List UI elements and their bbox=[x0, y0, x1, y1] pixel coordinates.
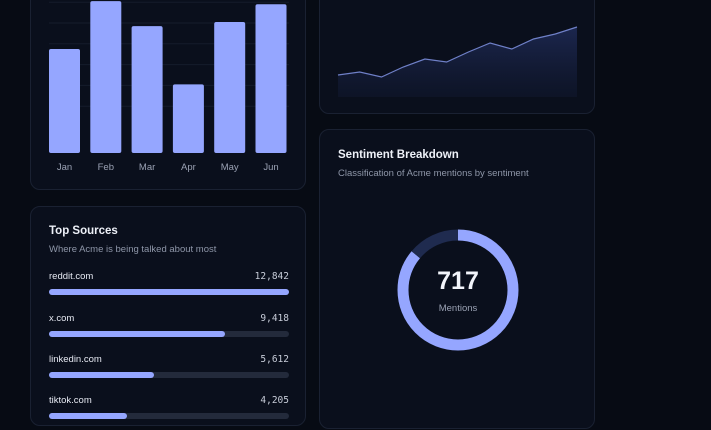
source-name: linkedin.com bbox=[49, 354, 102, 365]
monthly-mentions-card: Jan Feb Mar Apr May Jun bbox=[30, 0, 306, 190]
source-count: 4,205 bbox=[260, 395, 289, 406]
sentiment-subtitle: Classification of Acme mentions by senti… bbox=[338, 168, 529, 179]
source-count: 12,842 bbox=[254, 271, 289, 282]
source-name: x.com bbox=[49, 313, 75, 324]
source-bar-fill bbox=[49, 372, 154, 378]
x-tick-label: Apr bbox=[181, 162, 196, 173]
source-bar-fill bbox=[49, 331, 225, 337]
bar[interactable] bbox=[255, 4, 287, 154]
area-fill bbox=[338, 27, 577, 97]
mentions-trend-card bbox=[319, 0, 595, 114]
source-bar-fill bbox=[49, 289, 289, 295]
top-sources-title: Top Sources bbox=[49, 225, 118, 237]
x-tick-label: May bbox=[221, 162, 239, 173]
x-tick-label: Jan bbox=[57, 162, 72, 173]
source-bar-track bbox=[49, 372, 289, 378]
bar[interactable] bbox=[49, 49, 80, 153]
mentions-total: 717 bbox=[437, 267, 479, 295]
monthly-bar-chart: Jan Feb Mar Apr May Jun bbox=[49, 1, 289, 173]
trend-line bbox=[337, 26, 578, 78]
source-bar-track bbox=[49, 331, 289, 337]
source-name: tiktok.com bbox=[49, 395, 92, 406]
source-count: 5,612 bbox=[260, 354, 289, 365]
bar[interactable] bbox=[131, 26, 163, 154]
top-sources-card: Top Sources Where Acme is being talked a… bbox=[30, 206, 306, 426]
source-bar-fill bbox=[49, 413, 128, 419]
bar[interactable] bbox=[214, 21, 246, 154]
sentiment-breakdown-card: Sentiment Breakdown Classification of Ac… bbox=[319, 129, 595, 429]
source-count: 9,418 bbox=[260, 313, 289, 324]
source-bar-track bbox=[49, 413, 289, 419]
top-sources-subtitle: Where Acme is being talked about most bbox=[49, 244, 217, 255]
x-tick-label: Jun bbox=[263, 162, 278, 173]
x-tick-label: Feb bbox=[98, 162, 114, 173]
trend-area-chart bbox=[337, 26, 578, 97]
sentiment-title: Sentiment Breakdown bbox=[338, 149, 459, 161]
x-tick-label: Mar bbox=[139, 162, 155, 173]
source-name: reddit.com bbox=[49, 271, 94, 282]
sentiment-donut-chart bbox=[397, 229, 519, 351]
bar[interactable] bbox=[172, 84, 204, 153]
source-bar-track bbox=[49, 289, 289, 295]
bar[interactable] bbox=[90, 1, 122, 153]
donut-segment-secondary[interactable] bbox=[397, 229, 519, 351]
mentions-label: Mentions bbox=[438, 303, 478, 314]
